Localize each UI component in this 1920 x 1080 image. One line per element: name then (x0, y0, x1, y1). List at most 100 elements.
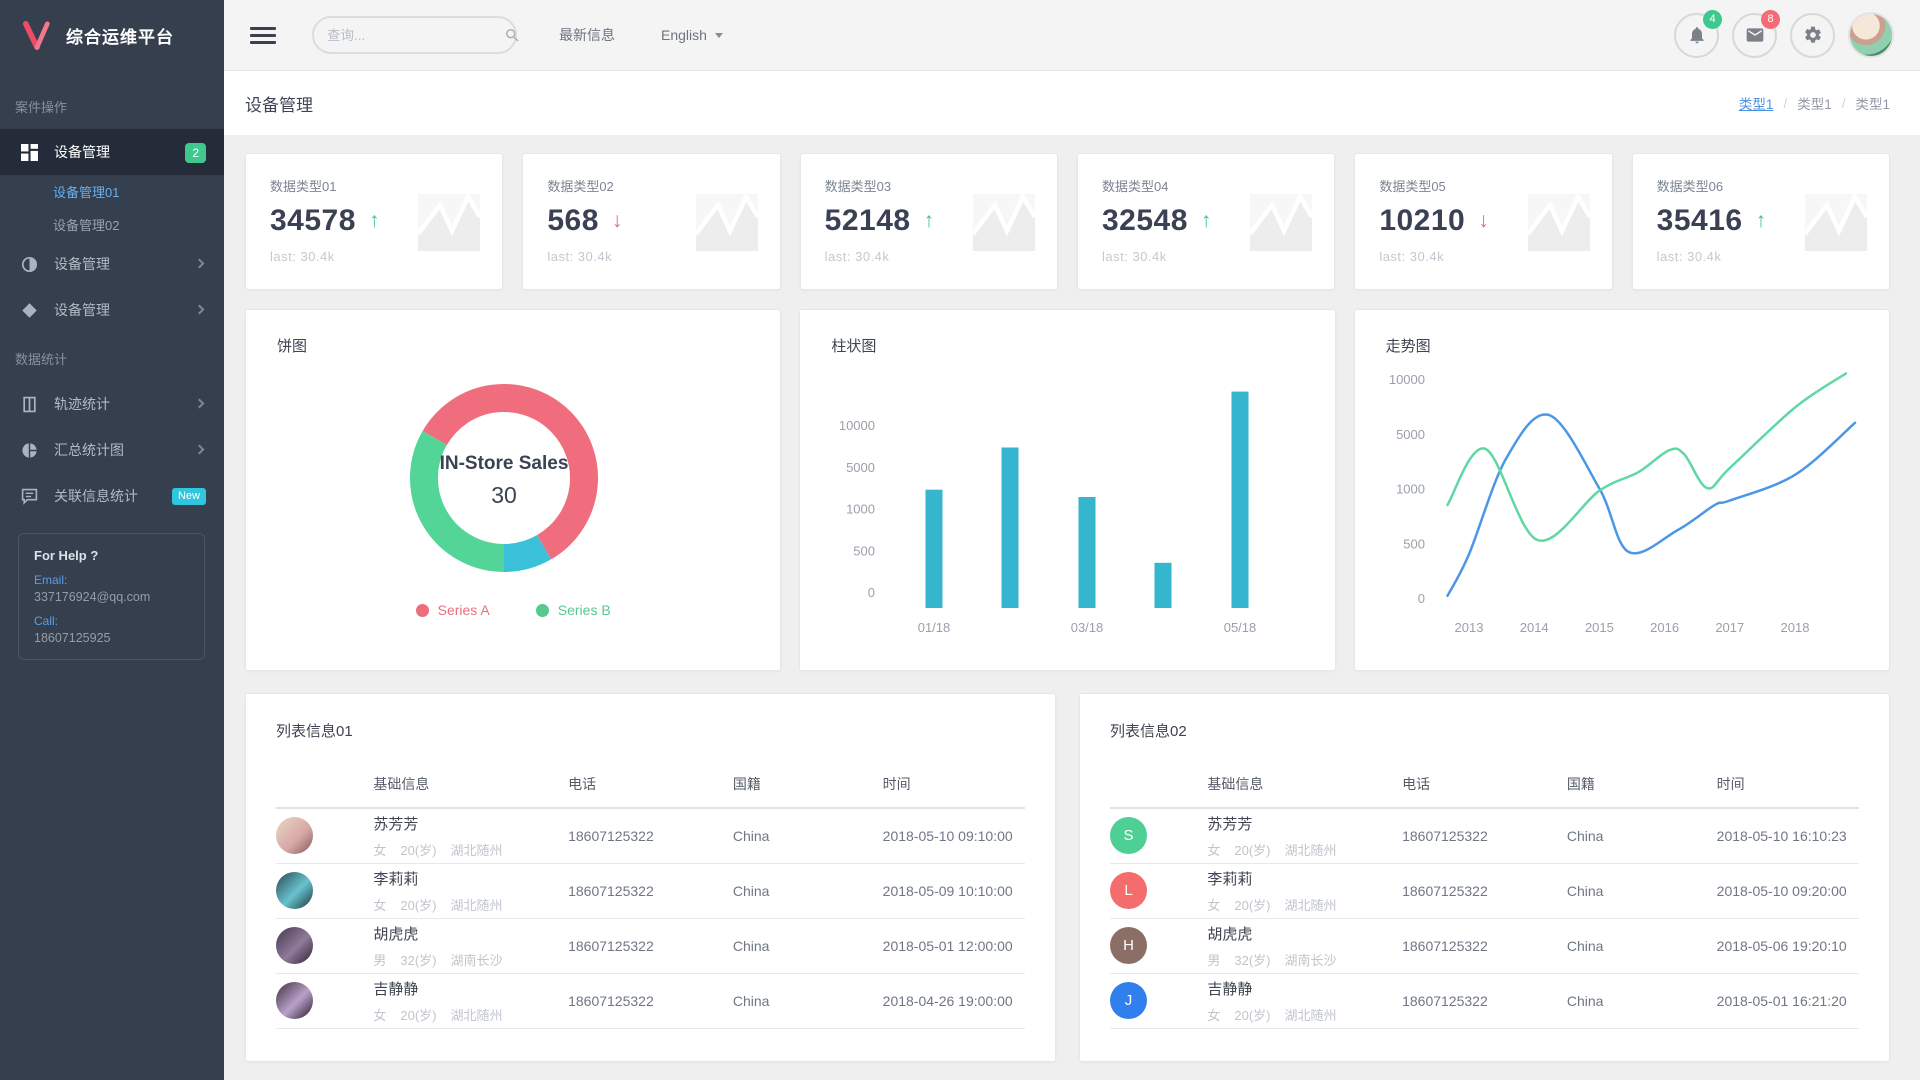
help-call-value: 18607125925 (34, 631, 111, 645)
bar-4 (1154, 562, 1172, 608)
breadcrumb-item-1[interactable]: 类型1 (1797, 97, 1832, 112)
app-logo[interactable]: 综合运维平台 (0, 0, 224, 71)
contrast-icon (21, 255, 39, 273)
search-icon[interactable] (504, 27, 521, 44)
bar-chart-card: 柱状图 0 500 1000 5000 10000 01/18 03/18 05/18 (799, 309, 1336, 671)
time-cell: 2018-05-01 16:21:20 (1716, 973, 1859, 1029)
line-chart: 0 500 1000 5000 10000 2013 2014 2015 2016 2017 201… (1389, 372, 1856, 635)
breadcrumb: 类型1 / 类型1 / 类型1 (1739, 93, 1890, 113)
person-city: 湖北随州 (450, 842, 503, 858)
stat-last-value: last: 30.4k (1656, 249, 1722, 264)
country-cell: China (732, 863, 883, 919)
bell-icon (1689, 27, 1704, 44)
language-label: English (661, 27, 707, 43)
table-header-cell: 国籍 (732, 764, 883, 809)
info-cell: 苏芳芳女 20(岁) 湖北随州 (373, 808, 569, 864)
legend-dot-icon (535, 603, 549, 617)
line-x-tick: 2016 (1650, 620, 1679, 635)
person-city: 湖北随州 (450, 897, 503, 913)
time-cell: 2018-05-10 16:10:23 (1716, 808, 1859, 864)
sidebar-subitem-0-0-0[interactable]: 设备管理01 (53, 185, 120, 200)
avatar: L (1110, 872, 1147, 909)
sidebar-item-1-2[interactable]: 关联信息统计 New (0, 473, 224, 519)
help-email-value: 337176924@qq.com (34, 590, 151, 604)
avatar: H (1110, 927, 1147, 964)
country-cell: China (1566, 918, 1717, 974)
line-y-tick: 1000 (1396, 482, 1425, 497)
person-age: 20(岁) (400, 842, 437, 858)
breadcrumb-item-0[interactable]: 类型1 (1738, 97, 1774, 112)
avatar (276, 982, 313, 1019)
sidebar-item-0-2[interactable]: 设备管理 (0, 287, 224, 333)
line-y-tick: 0 (1417, 591, 1424, 606)
messages-badge: 8 (1761, 9, 1780, 29)
stat-value: 10210 (1379, 204, 1466, 237)
person-meta: 男 32(岁) 湖南长沙 (1207, 950, 1402, 969)
person-name: 胡虎虎 (373, 925, 419, 943)
stat-label: 数据类型04 (1101, 179, 1169, 194)
sparkline-icon (693, 192, 760, 251)
data-table-1: 基础信息 电话 国籍 时间 苏芳芳女 20(岁) 湖北随州 18607125322 China 2… (276, 764, 1025, 1029)
sidebar-item-1-0[interactable]: 轨迹统计 (0, 381, 224, 427)
pie-segment-series-c (503, 534, 551, 572)
time-cell: 2018-05-10 09:20:00 (1716, 863, 1859, 919)
sidebar-subitem-0-0-1[interactable]: 设备管理02 (53, 218, 120, 233)
stat-value-row: 35416 ↑ (1657, 204, 1865, 238)
person-age: 20(岁) (1234, 842, 1271, 858)
sidebar-item-0-1[interactable]: 设备管理 (0, 241, 224, 287)
stat-value-row: 32548 ↑ (1102, 204, 1310, 238)
stat-last-value: last: 30.4k (1101, 249, 1167, 264)
table-header-row: 基础信息 电话 国籍 时间 (276, 764, 1025, 809)
time-cell: 2018-05-01 12:00:00 (882, 918, 1025, 974)
table-header-cell: 电话 (568, 764, 733, 809)
page-title: 设备管理 (245, 95, 313, 115)
legend-item-1[interactable]: Series B (535, 602, 611, 618)
topbar: 最新信息 English 4 8 (224, 0, 1920, 71)
table-header-avatar (1110, 764, 1208, 809)
line-x-tick: 2015 (1585, 620, 1614, 635)
latest-info-link[interactable]: 最新信息 (559, 27, 615, 43)
stat-last-value: last: 30.4k (270, 249, 335, 264)
table-title: 列表信息02 (1110, 723, 1187, 740)
language-select[interactable]: English (661, 27, 723, 43)
notifications-button[interactable]: 4 (1674, 9, 1722, 58)
line-chart-card: 走势图 0 500 1000 5000 10000 2013 2014 2015 2016 201… (1353, 309, 1890, 671)
bar-3 (1078, 497, 1096, 608)
sidebar-item-0-0[interactable]: 设备管理 2 (0, 129, 224, 175)
table-title: 列表信息01 (276, 723, 353, 740)
bar-2 (1001, 447, 1019, 608)
bar-y-tick: 1000 (846, 502, 875, 517)
bar-y-tick: 500 (854, 543, 876, 558)
breadcrumb-separator: / (1841, 95, 1846, 111)
person-gender: 女 (1207, 1007, 1221, 1023)
info-cell: 吉静静女 20(岁) 湖北随州 (373, 973, 569, 1029)
sidebar-item-label: 设备管理 (54, 144, 110, 160)
phone-cell: 18607125322 (1402, 973, 1567, 1029)
person-gender: 男 (1207, 952, 1221, 968)
legend-dot-icon (415, 603, 429, 617)
time-cell: 2018-05-09 10:10:00 (882, 863, 1025, 919)
person-gender: 女 (1207, 842, 1221, 858)
stat-value-row: 568 ↓ (547, 204, 755, 238)
avatar-cell (276, 918, 374, 974)
info-cell: 胡虎虎男 32(岁) 湖南长沙 (1207, 918, 1403, 974)
help-email-label: Email: (34, 573, 68, 587)
user-avatar[interactable] (1848, 12, 1894, 58)
legend-item-0[interactable]: Series A (415, 602, 490, 618)
table-card-2: 列表信息02 基础信息 电话 国籍 时间 S 苏芳芳女 20(岁) 湖北随州 1860712532… (1079, 693, 1890, 1062)
line-series-green (1445, 372, 1847, 542)
person-meta: 女 20(岁) 湖北随州 (1207, 840, 1402, 859)
comment-icon (21, 487, 39, 505)
avatar (276, 817, 313, 855)
pie-chart-title: 饼图 (277, 338, 308, 355)
table-header-cell: 时间 (1716, 764, 1859, 809)
line-y-tick: 5000 (1396, 427, 1425, 442)
sparkline-icon (971, 192, 1037, 251)
person-gender: 男 (373, 952, 387, 968)
breadcrumb-item-2[interactable]: 类型1 (1855, 97, 1890, 112)
sidebar-item-1-1[interactable]: 汇总统计图 (0, 427, 224, 473)
settings-button[interactable] (1790, 12, 1835, 58)
menu-toggle-icon[interactable] (250, 23, 276, 48)
search-input[interactable] (327, 27, 504, 43)
messages-button[interactable]: 8 (1732, 9, 1780, 58)
